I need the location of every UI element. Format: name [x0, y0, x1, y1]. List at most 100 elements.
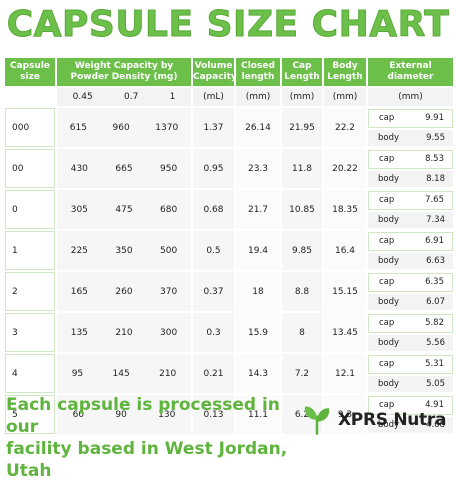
volume-cell: 1.37: [193, 108, 234, 147]
weight-value: 165: [70, 286, 88, 297]
weight-value: 1370: [155, 122, 179, 133]
ext-cap-value: 4.91: [425, 400, 444, 411]
header-cap-length: Cap Length: [282, 58, 322, 86]
table-row: 0 305 475 680 0.68 21.7 10.85 18.35 cap 7.65 body 7…: [5, 190, 453, 229]
weight-capacity-cell: 225 350 500: [57, 231, 191, 270]
weight-value: 300: [160, 327, 178, 338]
weight-value: 225: [70, 245, 88, 256]
ext-cap-label: cap: [379, 113, 395, 124]
table-row: 4 95 145 210 0.21 14.3 7.2 12.1 cap 5.31 body 5.05: [5, 354, 453, 393]
ext-cap-line: cap 7.65: [368, 191, 453, 210]
weight-value: 430: [70, 163, 88, 174]
closed-length-cell: 11.1: [236, 395, 280, 434]
header-row: Capsule size Weight Capacity by Powder D…: [5, 58, 453, 86]
body-length-cell: 13.45: [324, 313, 366, 352]
weight-value: 305: [70, 204, 88, 215]
table-row: 2 165 260 370 0.37 18 8.8 15.15 cap 6.35 body 6.07: [5, 272, 453, 311]
body-length-cell: 12.1: [324, 354, 366, 393]
external-diameter-unit: (mm): [368, 88, 453, 106]
ext-body-value: 5.05: [426, 378, 445, 389]
cap-length-cell: 9.85: [282, 231, 322, 270]
header-weight-capacity: Weight Capacity by Powder Density (mg): [57, 58, 191, 86]
ext-cap-value: 5.31: [425, 359, 444, 370]
header-capsule-size: Capsule size: [5, 58, 55, 86]
ext-cap-line: cap 6.35: [368, 273, 453, 292]
ext-body-value: 9.55: [426, 132, 445, 143]
weight-capacity-cell: 165 260 370: [57, 272, 191, 311]
external-diameter-cell: cap 5.31 body 5.05: [368, 354, 453, 393]
external-diameter-cell: cap 4.91 body 4.68: [368, 395, 453, 434]
ext-cap-label: cap: [379, 195, 395, 206]
ext-body-value: 5.56: [426, 337, 445, 348]
weight-value: 210: [115, 327, 133, 338]
capsule-size-cell: 000: [5, 108, 55, 147]
brand-name: XPRS Nutra: [338, 410, 447, 430]
ext-body-label: body: [378, 296, 400, 307]
weight-value: 210: [159, 368, 177, 379]
capsule-size-cell: 0: [5, 190, 55, 229]
ext-cap-line: cap 4.91: [368, 396, 453, 415]
weight-value: 615: [69, 122, 87, 133]
table-row: 000 615 960 1370 1.37 26.14 21.95 22.2 cap 9.91 bo…: [5, 108, 453, 147]
ext-body-line: body 6.07: [368, 293, 453, 310]
ext-body-value: 4.68: [426, 419, 445, 430]
capsule-size-cell: 4: [5, 354, 55, 393]
ext-cap-value: 6.35: [425, 277, 444, 288]
capsule-size-table: Capsule size Weight Capacity by Powder D…: [3, 56, 453, 436]
external-diameter-cell: cap 5.82 body 5.56: [368, 313, 453, 352]
table-row: 5 60 90 130 0.13 11.1 6.2 9.3 cap 4.91 body 4.68: [5, 395, 453, 434]
closed-length-cell: 15.9: [236, 313, 280, 352]
weight-value: 500: [160, 245, 178, 256]
volume-cell: 0.37: [193, 272, 234, 311]
table-row: 3 135 210 300 0.3 15.9 8 13.45 cap 5.82 body 5.56: [5, 313, 453, 352]
weight-value: 680: [160, 204, 178, 215]
ext-body-line: body 5.05: [368, 375, 453, 392]
ext-body-label: body: [378, 132, 400, 143]
capsule-size-cell: 00: [5, 149, 55, 188]
units-blank-cell: [5, 88, 55, 106]
ext-body-label: body: [378, 378, 400, 389]
ext-cap-label: cap: [379, 277, 395, 288]
weight-capacity-cell: 430 665 950: [57, 149, 191, 188]
ext-cap-label: cap: [379, 236, 395, 247]
capsule-size-cell: 1: [5, 231, 55, 270]
cap-length-cell: 21.95: [282, 108, 322, 147]
weight-value: 260: [115, 286, 133, 297]
ext-cap-line: cap 8.53: [368, 150, 453, 169]
ext-cap-line: cap 6.91: [368, 232, 453, 251]
ext-body-line: body 5.56: [368, 334, 453, 351]
density-value: 1: [169, 92, 176, 102]
volume-cell: 0.21: [193, 354, 234, 393]
weight-value: 350: [115, 245, 133, 256]
weight-value: 145: [112, 368, 130, 379]
volume-unit: (mL): [193, 88, 234, 106]
cap-length-unit: (mm): [282, 88, 322, 106]
volume-cell: 0.95: [193, 149, 234, 188]
closed-length-cell: 18: [236, 272, 280, 311]
ext-body-label: body: [378, 255, 400, 266]
weight-value: 475: [115, 204, 133, 215]
ext-cap-value: 9.91: [425, 113, 444, 124]
capsule-size-cell: 2: [5, 272, 55, 311]
closed-length-unit: (mm): [236, 88, 280, 106]
weight-value: 370: [160, 286, 178, 297]
header-external-diameter: External diameter: [368, 58, 453, 86]
weight-value: 60: [72, 409, 85, 420]
weight-capacity-cell: 135 210 300: [57, 313, 191, 352]
page-title: CAPSULE SIZE CHART: [6, 4, 450, 46]
ext-cap-line: cap 9.91: [368, 109, 453, 128]
body-length-cell: 22.2: [324, 108, 366, 147]
ext-cap-label: cap: [379, 400, 395, 411]
ext-cap-line: cap 5.82: [368, 314, 453, 333]
brand-logo-block: XPRS Nutra: [300, 402, 456, 438]
footer-message: Each capsule is processed in our facilit…: [6, 394, 306, 482]
table-row: 00 430 665 950 0.95 23.3 11.8 20.22 cap 8.53 body 8…: [5, 149, 453, 188]
weight-value: 950: [160, 163, 178, 174]
footer-line-2: facility based in West Jordan, Utah: [6, 439, 288, 481]
ext-body-label: body: [378, 214, 400, 225]
ext-cap-label: cap: [379, 318, 395, 329]
cap-length-cell: 8: [282, 313, 322, 352]
ext-cap-line: cap 5.31: [368, 355, 453, 374]
volume-cell: 0.3: [193, 313, 234, 352]
header-volume-capacity: Volume Capacity: [193, 58, 237, 86]
